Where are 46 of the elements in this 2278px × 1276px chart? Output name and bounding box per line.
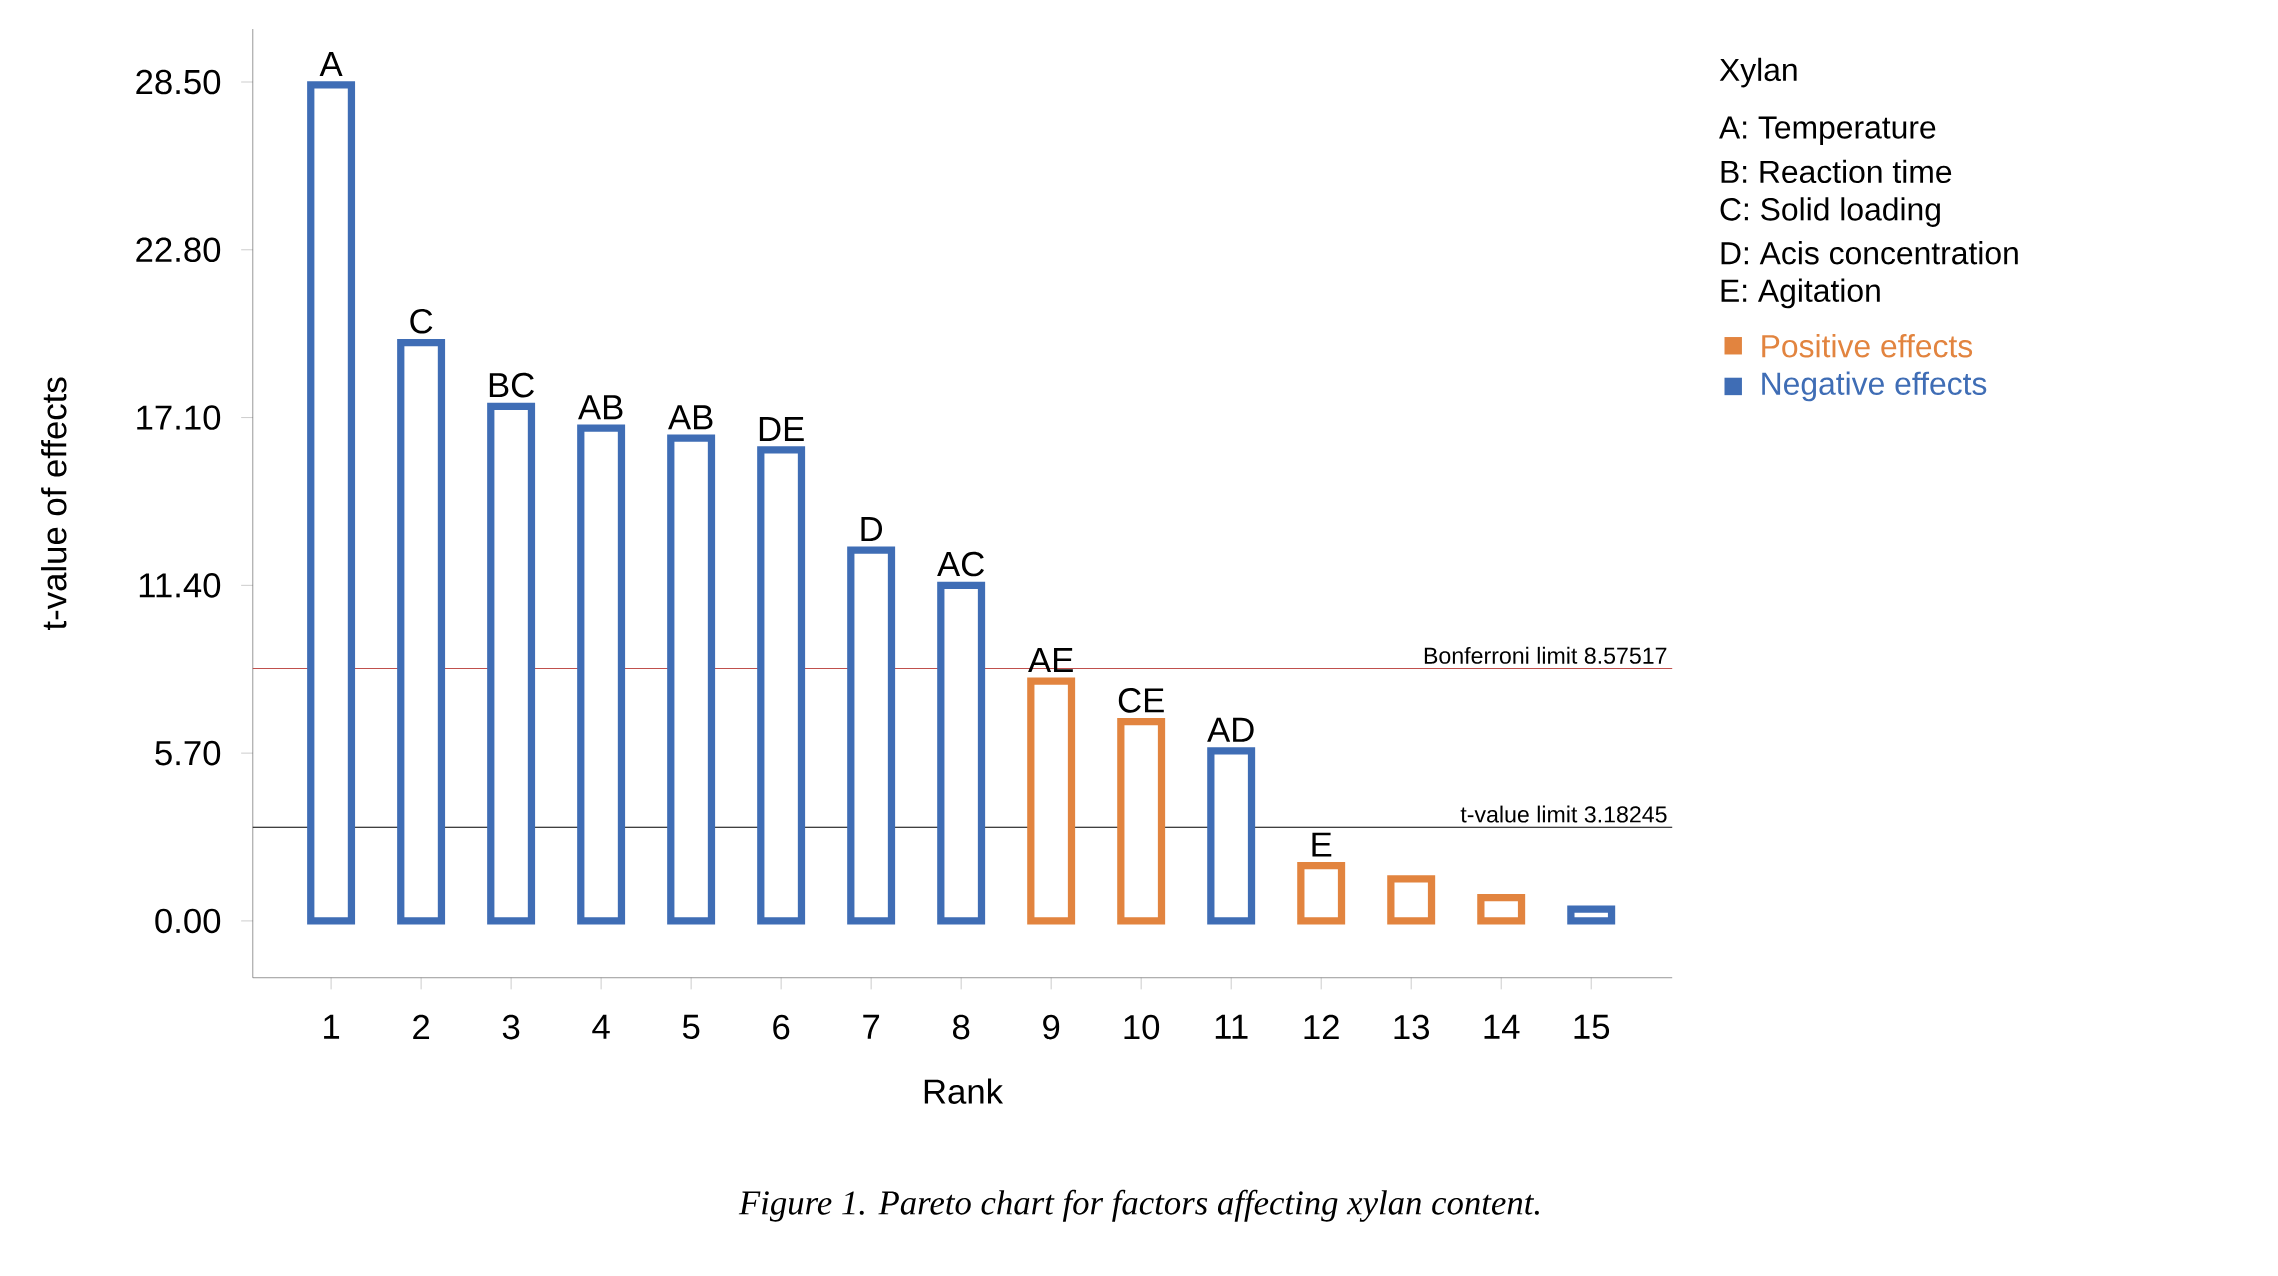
- annotation: A: [319, 52, 343, 77]
- caption: Figure 1. Pareto chart for factors affecting xylan content.: [738, 1190, 1539, 1223]
- x-tick-label: 1: [324, 1015, 340, 1039]
- x-tick-label: 15: [1574, 1015, 1610, 1040]
- x-tick-label: 13: [1394, 1015, 1429, 1040]
- y-axis-title: t-value of effects: [41, 377, 67, 631]
- legend-label: Negative effects: [1762, 371, 1987, 402]
- x-tick-label: 3: [502, 1015, 520, 1040]
- annotation: DE: [759, 417, 804, 442]
- annotation: AB: [668, 405, 713, 430]
- x-tick-label: 4: [592, 1015, 610, 1039]
- x-tick-label: 2: [413, 1015, 430, 1040]
- x-tick-label: 12: [1304, 1015, 1339, 1040]
- annotation: AB: [578, 395, 623, 420]
- text: C: Solid loading: [1720, 197, 1940, 228]
- annotation: AE: [1028, 648, 1073, 673]
- x-tick-label: 7: [863, 1015, 880, 1039]
- legend-label: Positive effects: [1762, 334, 1973, 358]
- x-tick-label: 14: [1484, 1015, 1520, 1039]
- y-tick-label: 0.00: [155, 908, 221, 934]
- y-tick-label: 5.70: [155, 741, 221, 766]
- annotation: AD: [1207, 718, 1254, 742]
- annotation: C: [410, 309, 433, 334]
- annotation: AC: [937, 551, 984, 577]
- x-tick-label: 8: [952, 1015, 970, 1040]
- y-tick-label: 22.80: [136, 237, 221, 263]
- annotation: BC: [489, 373, 534, 398]
- x-tick-label: 9: [1043, 1015, 1060, 1040]
- annotation: E: [1312, 832, 1332, 857]
- text: A: Temperature: [1719, 116, 1936, 146]
- y-tick-label: 17.10: [137, 405, 221, 431]
- text: D: Acis concentration: [1721, 241, 2018, 265]
- x-tick-label: 10: [1124, 1015, 1160, 1040]
- legend-title: Xylan: [1719, 57, 1797, 88]
- annotation: CE: [1118, 688, 1164, 713]
- ref-line-label: Bonferroni limit 8.57517: [1424, 647, 1667, 665]
- x-tick-label: 5: [682, 1015, 700, 1040]
- y-tick-label: 28.50: [136, 69, 221, 95]
- annotation: D: [861, 517, 883, 542]
- ref-line-label: t-value limit 3.18245: [1460, 805, 1667, 823]
- text: B: Reaction time: [1721, 159, 1952, 184]
- x-tick-label: 11: [1215, 1015, 1248, 1039]
- text: E: Agitation: [1721, 278, 1880, 309]
- y-tick-label: 11.40: [139, 573, 221, 598]
- x-tick-label: 6: [773, 1015, 790, 1040]
- x-axis-title: Rank: [924, 1078, 1004, 1105]
